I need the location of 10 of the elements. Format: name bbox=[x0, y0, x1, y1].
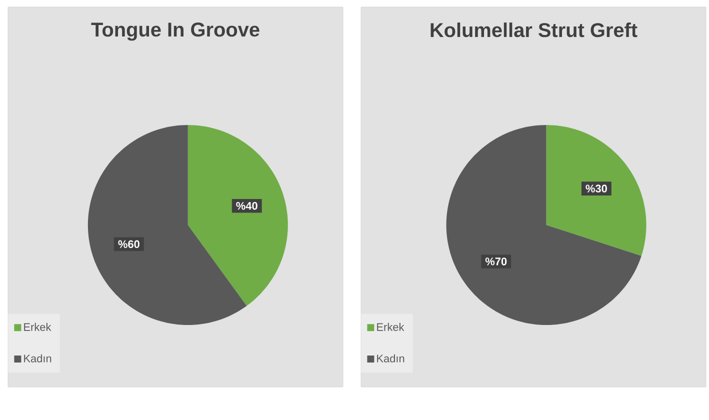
data-label: %70 bbox=[485, 258, 507, 266]
legend-label: Kadın bbox=[24, 354, 52, 362]
legend-label: Erkek bbox=[377, 322, 404, 331]
chart-title: Tongue In Groove bbox=[91, 22, 260, 41]
legend-label: Erkek bbox=[24, 322, 52, 331]
data-label: %30 bbox=[586, 184, 607, 192]
data-label: %60 bbox=[118, 240, 140, 248]
data-label: %40 bbox=[236, 202, 258, 210]
chart-title: Kolumellar Strut Greft bbox=[430, 22, 638, 38]
legend-label: Kadın bbox=[377, 354, 404, 362]
